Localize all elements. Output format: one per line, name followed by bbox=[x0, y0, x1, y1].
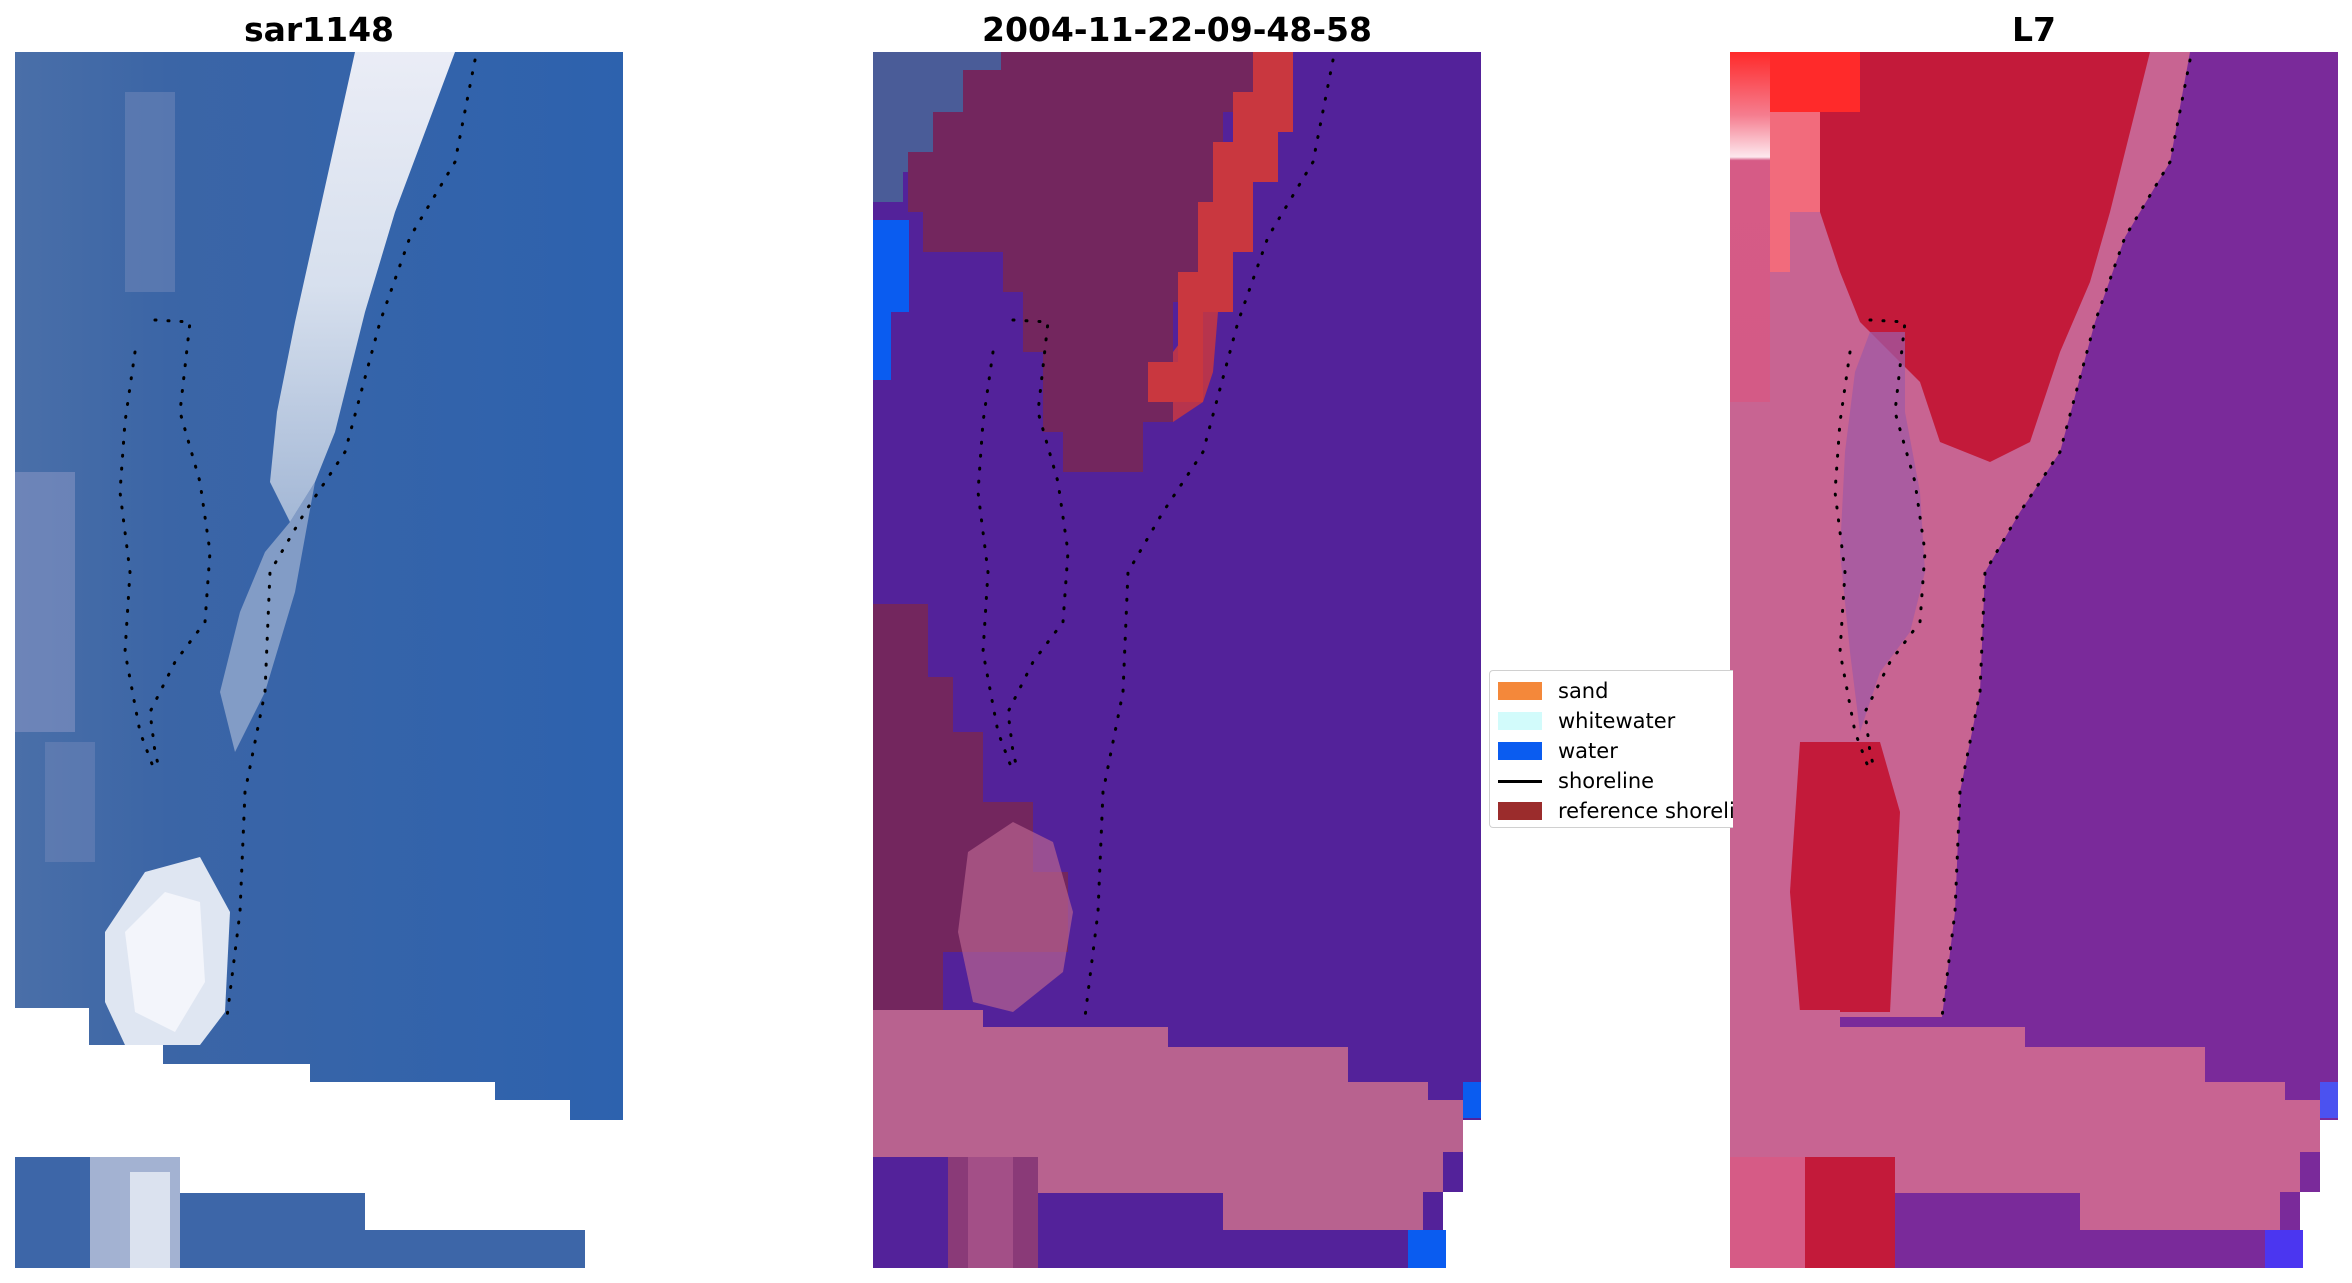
legend-label: shoreline bbox=[1558, 769, 1655, 793]
rgb-image-panel bbox=[15, 52, 623, 1268]
panel-title-classified: 2004-11-22-09-48-58 bbox=[982, 10, 1372, 49]
legend-item-shoreline: shoreline bbox=[1498, 767, 1654, 795]
legend-item-sand: sand bbox=[1498, 677, 1608, 705]
reference-shoreline-swatch bbox=[1498, 802, 1542, 820]
legend-label: reference shoreline bbox=[1558, 799, 1733, 823]
rgb-image bbox=[15, 52, 623, 1268]
water-swatch bbox=[1498, 742, 1542, 760]
legend-label: sand bbox=[1558, 679, 1609, 703]
legend-item-whitewater: whitewater bbox=[1498, 707, 1675, 735]
classified-image bbox=[873, 52, 1481, 1268]
shoreline-line-swatch bbox=[1498, 779, 1542, 783]
panel-title-l7: L7 bbox=[2012, 10, 2056, 49]
legend-item-water: water bbox=[1498, 737, 1618, 765]
classified-image-panel bbox=[873, 52, 1481, 1268]
panel-title-rgb: sar1148 bbox=[243, 10, 395, 49]
sand-swatch bbox=[1498, 682, 1542, 700]
l7-image bbox=[1730, 52, 2338, 1268]
legend-label: whitewater bbox=[1558, 709, 1676, 733]
legend-label: water bbox=[1558, 739, 1618, 763]
legend-item-reference-shoreline: reference shoreline bbox=[1498, 797, 1733, 825]
whitewater-swatch bbox=[1498, 712, 1542, 730]
l7-image-panel bbox=[1730, 52, 2338, 1268]
legend: sand whitewater water shoreline referenc… bbox=[1489, 670, 1733, 828]
